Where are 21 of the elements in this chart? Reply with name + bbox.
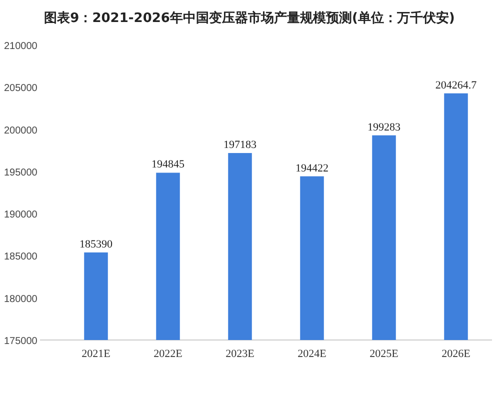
y-tick-label: 200000 <box>4 125 38 136</box>
data-label: 204264.7 <box>435 79 478 92</box>
data-label: 194845 <box>152 158 185 171</box>
y-tick-label: 180000 <box>4 294 38 305</box>
x-tick-label: 2021E <box>82 348 111 360</box>
data-label: 199283 <box>368 121 401 134</box>
chart-title: 图表9：2021-2026年中国变压器市场产量规模预测(单位：万千伏安) <box>44 10 455 26</box>
y-tick-label: 205000 <box>4 83 38 94</box>
x-tick-label: 2026E <box>442 348 471 360</box>
x-tick-label: 2023E <box>226 348 255 360</box>
data-label: 185390 <box>80 238 113 250</box>
y-tick-label: 210000 <box>4 41 38 52</box>
y-tick-label: 190000 <box>4 210 38 221</box>
y-tick-label: 175000 <box>4 336 38 347</box>
y-tick-label: 185000 <box>4 252 38 263</box>
y-tick-label: 195000 <box>4 167 38 178</box>
x-tick-label: 2022E <box>154 348 183 360</box>
x-tick-label: 2024E <box>298 348 327 360</box>
data-label: 194422 <box>296 162 328 174</box>
x-tick-label: 2025E <box>370 348 399 360</box>
data-label: 197183 <box>224 139 257 152</box>
